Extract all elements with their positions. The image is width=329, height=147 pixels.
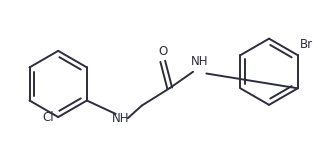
Text: NH: NH [112, 112, 130, 125]
Text: Br: Br [299, 38, 313, 51]
Text: NH: NH [190, 55, 208, 68]
Text: Cl: Cl [42, 111, 54, 124]
Text: O: O [158, 45, 167, 58]
